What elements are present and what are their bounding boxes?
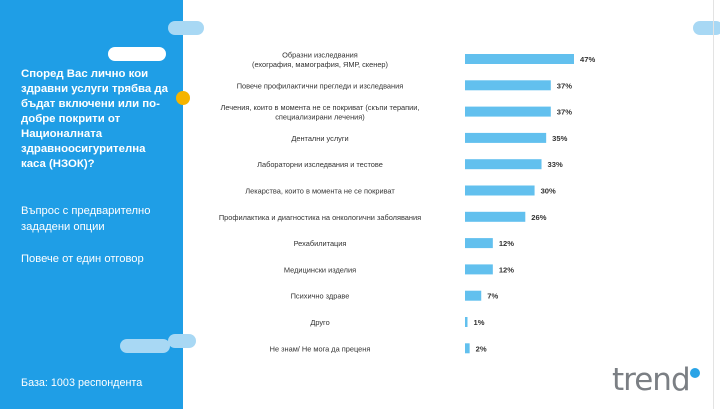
value-label: 35% (552, 134, 567, 143)
bar (465, 290, 482, 301)
category-label: Медицински изделия (284, 265, 356, 274)
decorative-pill (168, 334, 196, 348)
category-label: Лечения, които в момента не се покриват … (221, 103, 420, 122)
value-label: 26% (531, 213, 546, 222)
category-label: Друго (310, 318, 329, 327)
bar (465, 211, 526, 222)
category-label: Повече профилактични прегледи и изследва… (237, 81, 404, 90)
category-label: Образни изследвания (ехография, мамографи… (252, 50, 388, 69)
bar (465, 54, 574, 64)
category-label: Рехабилитация (294, 239, 347, 248)
value-label: 30% (541, 187, 556, 196)
bar (465, 264, 493, 275)
category-label: Психично здраве (291, 292, 350, 301)
question-panel: Според Вас лично кои здравни услуги тряб… (0, 0, 183, 409)
value-label: 2% (476, 344, 487, 353)
value-label: 12% (499, 265, 514, 274)
accent-dot (176, 91, 190, 105)
value-label: 37% (557, 108, 572, 117)
bar (465, 185, 535, 196)
category-label: Не знам/ Не мога да преценя (270, 344, 371, 353)
category-label: Лабораторни изследвания и тестове (257, 160, 383, 169)
bar (465, 132, 547, 143)
decorative-pill (168, 21, 204, 35)
decorative-pill (120, 339, 170, 353)
decorative-pill (108, 47, 166, 61)
bar (465, 159, 542, 170)
bar (465, 80, 551, 91)
bar (465, 238, 493, 249)
bar (465, 106, 551, 117)
bar (465, 317, 468, 327)
value-label: 7% (487, 292, 498, 301)
value-label: 1% (474, 318, 485, 327)
logo-mark-icon (690, 368, 700, 378)
bar (465, 343, 470, 354)
question-type-note: Въпрос с предварително зададени опции (21, 205, 151, 233)
category-label: Лекарства, които в момента не се покрива… (245, 187, 395, 196)
category-label: Профилактика и диагностика на онкологичн… (219, 213, 421, 222)
question-text: Според Вас лично кои здравни услуги тряб… (21, 68, 168, 170)
value-label: 12% (499, 239, 514, 248)
slide-edge (713, 0, 714, 409)
value-label: 47% (580, 55, 595, 64)
sample-base: База: 1003 респондента (21, 377, 143, 389)
category-label: Дентални услуги (291, 134, 348, 143)
value-label: 33% (548, 160, 563, 169)
multiple-answers-note: Повече от един отговор (21, 253, 144, 265)
value-label: 37% (557, 81, 572, 90)
trend-logo: trend (612, 362, 691, 398)
